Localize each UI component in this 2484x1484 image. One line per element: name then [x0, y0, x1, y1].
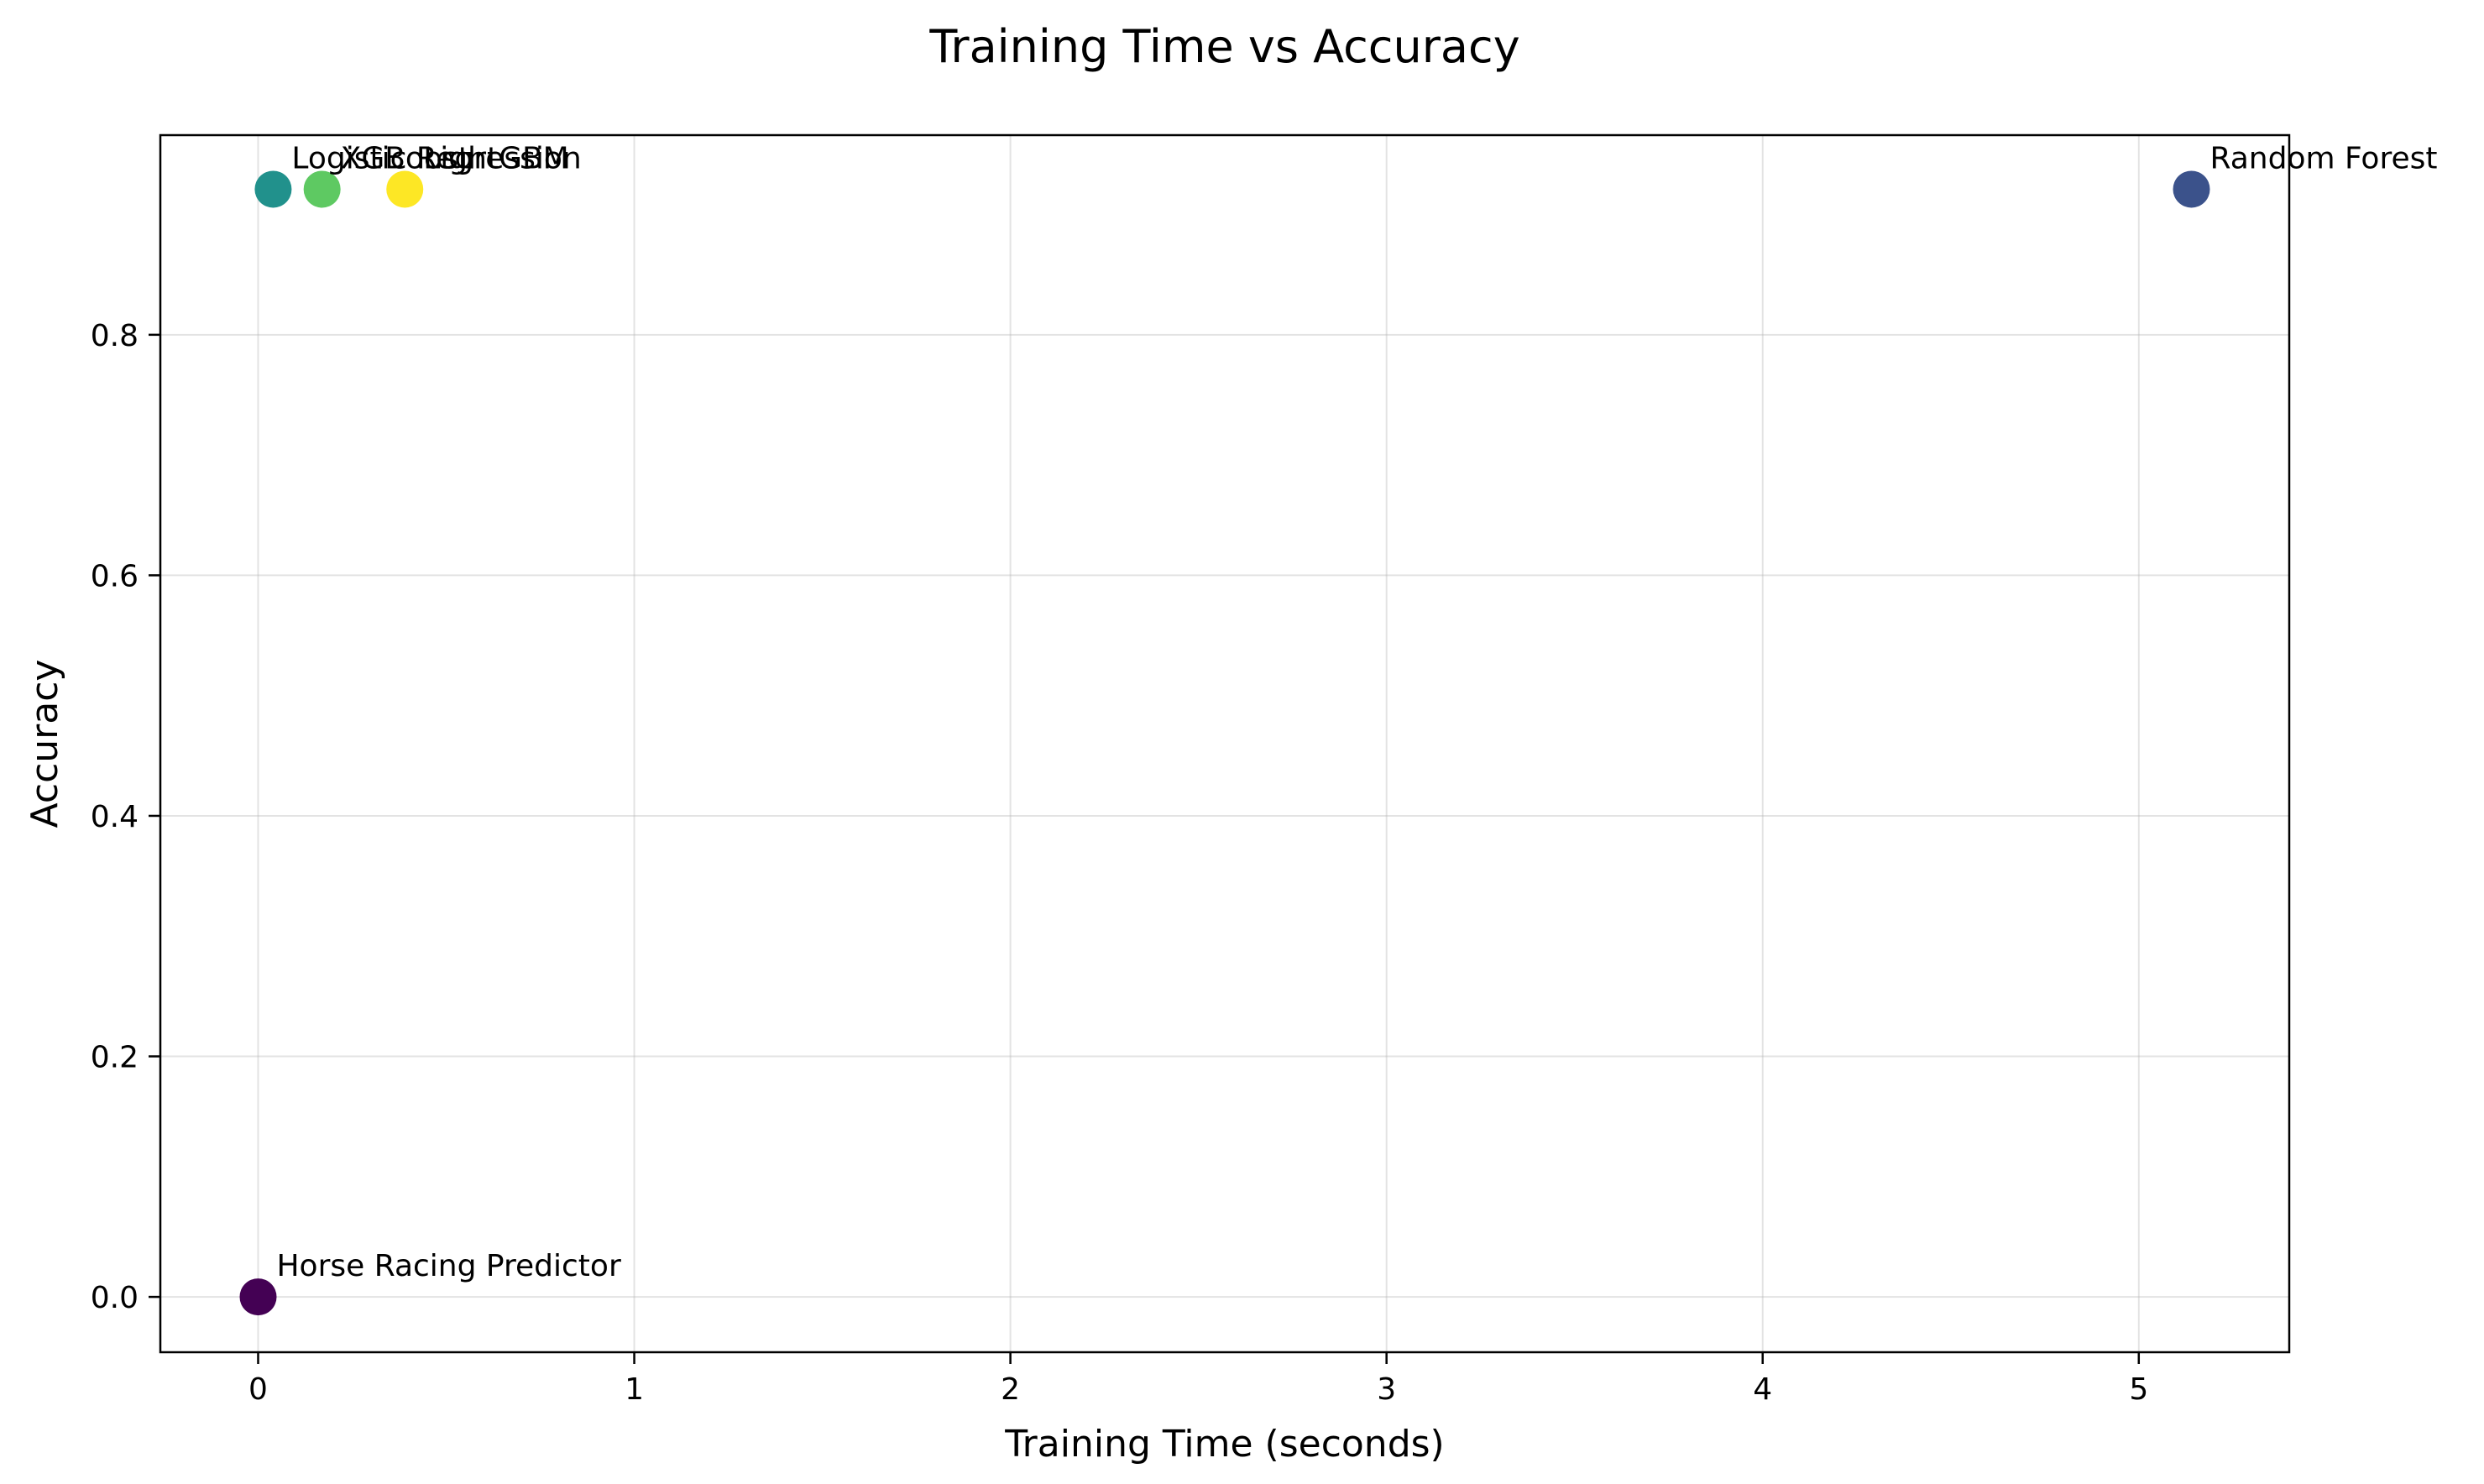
- x-tick-label: 4: [1753, 1372, 1772, 1407]
- scatter-point: [303, 170, 341, 208]
- point-label: Random Forest: [2210, 141, 2438, 175]
- scatter-point: [2173, 170, 2210, 208]
- scatter-point: [254, 170, 292, 208]
- point-label: Horse Racing Predictor: [276, 1249, 620, 1283]
- grid: [160, 135, 2289, 1352]
- point-label: XGBoost: [341, 141, 470, 175]
- y-tick-label: 0.0: [91, 1281, 139, 1315]
- x-tick-label: 3: [1377, 1372, 1396, 1407]
- point-annotations: Horse Racing Predictor Random Forest Logis…: [276, 141, 2437, 1283]
- x-tick-label: 2: [1001, 1372, 1020, 1407]
- x-tick-label: 0: [248, 1372, 268, 1407]
- x-tick-label: 5: [2129, 1372, 2148, 1407]
- x-tick-label: 1: [625, 1372, 644, 1407]
- y-tick-label: 0.2: [91, 1041, 139, 1075]
- point-label: LightGBM: [423, 141, 569, 175]
- data-points: [239, 170, 2210, 1316]
- x-axis-label: Training Time (seconds): [1004, 1423, 1444, 1466]
- point-label: Logistic Regression: [291, 141, 581, 175]
- chart-title: Training Time vs Accuracy: [928, 20, 1519, 73]
- y-axis-label: Accuracy: [24, 660, 66, 828]
- y-tick-label: 0.6: [91, 559, 139, 593]
- scatter-point: [239, 1278, 277, 1316]
- y-tick-label: 0.8: [91, 319, 139, 353]
- y-tick-label: 0.4: [91, 800, 139, 834]
- plot-frame: [159, 133, 2291, 1354]
- axis-ticks: 0 1 2 3 4 5 0.0 0.2 0.4 0.6 0.8: [91, 319, 2148, 1407]
- scatter-point: [386, 170, 424, 208]
